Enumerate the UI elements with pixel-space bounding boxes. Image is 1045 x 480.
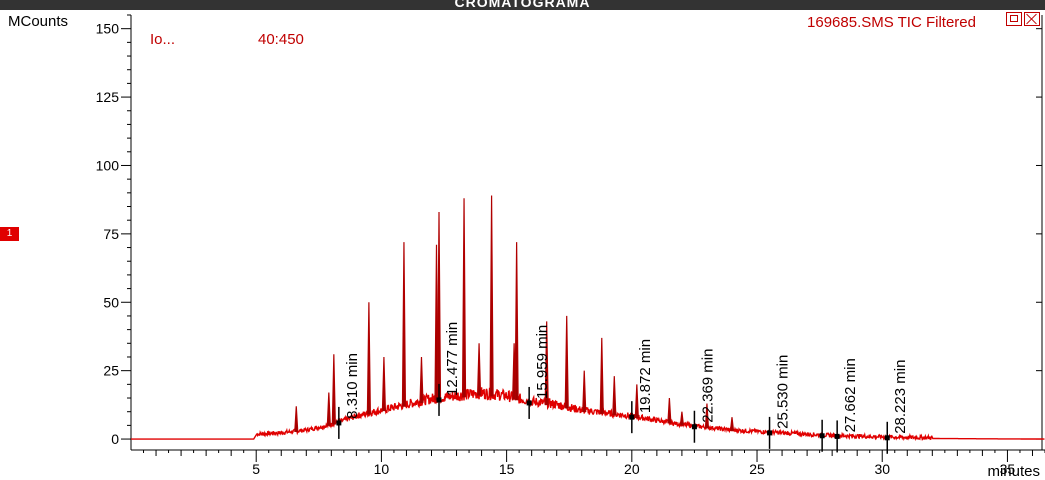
chromatogram-peak (564, 315, 569, 409)
x-tick-label: 25 (749, 461, 765, 477)
chromatogram-peak (476, 343, 482, 396)
chromatogram-peak (599, 337, 604, 414)
integration-point (629, 414, 635, 420)
chromatogram-peak (381, 356, 387, 412)
tic-trace (131, 387, 1045, 442)
chromatogram-peak (514, 242, 519, 401)
y-tick-label: 150 (96, 21, 120, 37)
label-layer: MCounts minutes Io... 40:450 169685.SMS … (8, 13, 1040, 480)
chromatogram-peak (419, 356, 424, 403)
chart-title: CROMATOGRAMA (454, 0, 591, 10)
integration-point (819, 433, 825, 439)
integration-point (834, 433, 840, 439)
integration-point (691, 424, 697, 430)
peak-time-label: 8.310 min (344, 353, 361, 419)
chromatogram-peak (294, 406, 299, 432)
y-tick-label: 25 (103, 363, 119, 379)
x-tick-label: 30 (874, 461, 890, 477)
chromatogram-peak (331, 354, 336, 425)
peak-time-label: 19.872 min (637, 339, 654, 413)
chromatogram-peak (461, 198, 467, 398)
y-tick-label: 125 (96, 89, 120, 105)
chromatogram-peak (704, 403, 710, 429)
title-bar: CROMATOGRAMA (0, 0, 1045, 10)
chromatogram-peak (366, 302, 371, 415)
chromatogram-peak (612, 376, 617, 416)
integration-marks-layer: 8.310 min 12.477 min 15.959 min 19.872 min 2… (336, 322, 909, 454)
close-icon[interactable] (1024, 12, 1040, 26)
integration-point (336, 420, 342, 426)
chromatogram-peak (729, 417, 735, 431)
trace-layer (131, 195, 1045, 442)
peak-time-label: 27.662 min (842, 358, 859, 432)
y-axis-label: MCounts (8, 13, 68, 30)
chromatogram-peak (544, 321, 549, 406)
x-tick-label: 20 (624, 461, 640, 477)
trace-label: 169685.SMS TIC Filtered (807, 14, 976, 31)
legend-range: 40:450 (258, 31, 304, 48)
chromatogram-peak (326, 392, 331, 426)
chromatogram-peak (401, 242, 407, 407)
x-tick-label: 35 (1000, 461, 1016, 477)
y-tick-label: 100 (96, 157, 120, 173)
tick-layer: 0 25 50 75 100 125 150 5 10 15 20 25 30 35 (96, 14, 1045, 477)
peak-time-label: 15.959 min (534, 325, 551, 399)
y-tick-label: 0 (111, 431, 119, 447)
x-axis-label: minutes (987, 463, 1040, 480)
chromatogram-peak (667, 397, 672, 424)
chromatogram-chart: 0 25 50 75 100 125 150 5 10 15 20 25 30 35 8.310 min 1… (8, 13, 1045, 480)
peak-time-label: 28.223 min (892, 360, 909, 434)
chromatogram-peak (582, 370, 587, 412)
chromatogram-peak (436, 211, 442, 400)
x-tick-label: 5 (252, 461, 260, 477)
integration-point (436, 397, 442, 403)
y-tick-label: 75 (103, 226, 119, 242)
integration-point (526, 400, 532, 406)
peak-time-label: 25.530 min (775, 355, 792, 429)
restore-icon[interactable] (1006, 12, 1022, 26)
chromatogram-peak (634, 384, 639, 419)
x-tick-label: 10 (374, 461, 390, 477)
chromatogram-peak (489, 195, 494, 397)
window-buttons (1006, 12, 1042, 31)
peak-time-label: 12.477 min (444, 322, 461, 396)
marker-badge[interactable]: 1 (0, 227, 19, 241)
integration-point (884, 435, 890, 441)
x-tick-label: 15 (499, 461, 515, 477)
integration-point (767, 430, 773, 436)
peak-time-label: 22.369 min (699, 349, 716, 423)
y-tick-label: 50 (103, 294, 119, 310)
chromatogram-peak (679, 411, 685, 426)
legend-ion: Io... (150, 31, 175, 48)
